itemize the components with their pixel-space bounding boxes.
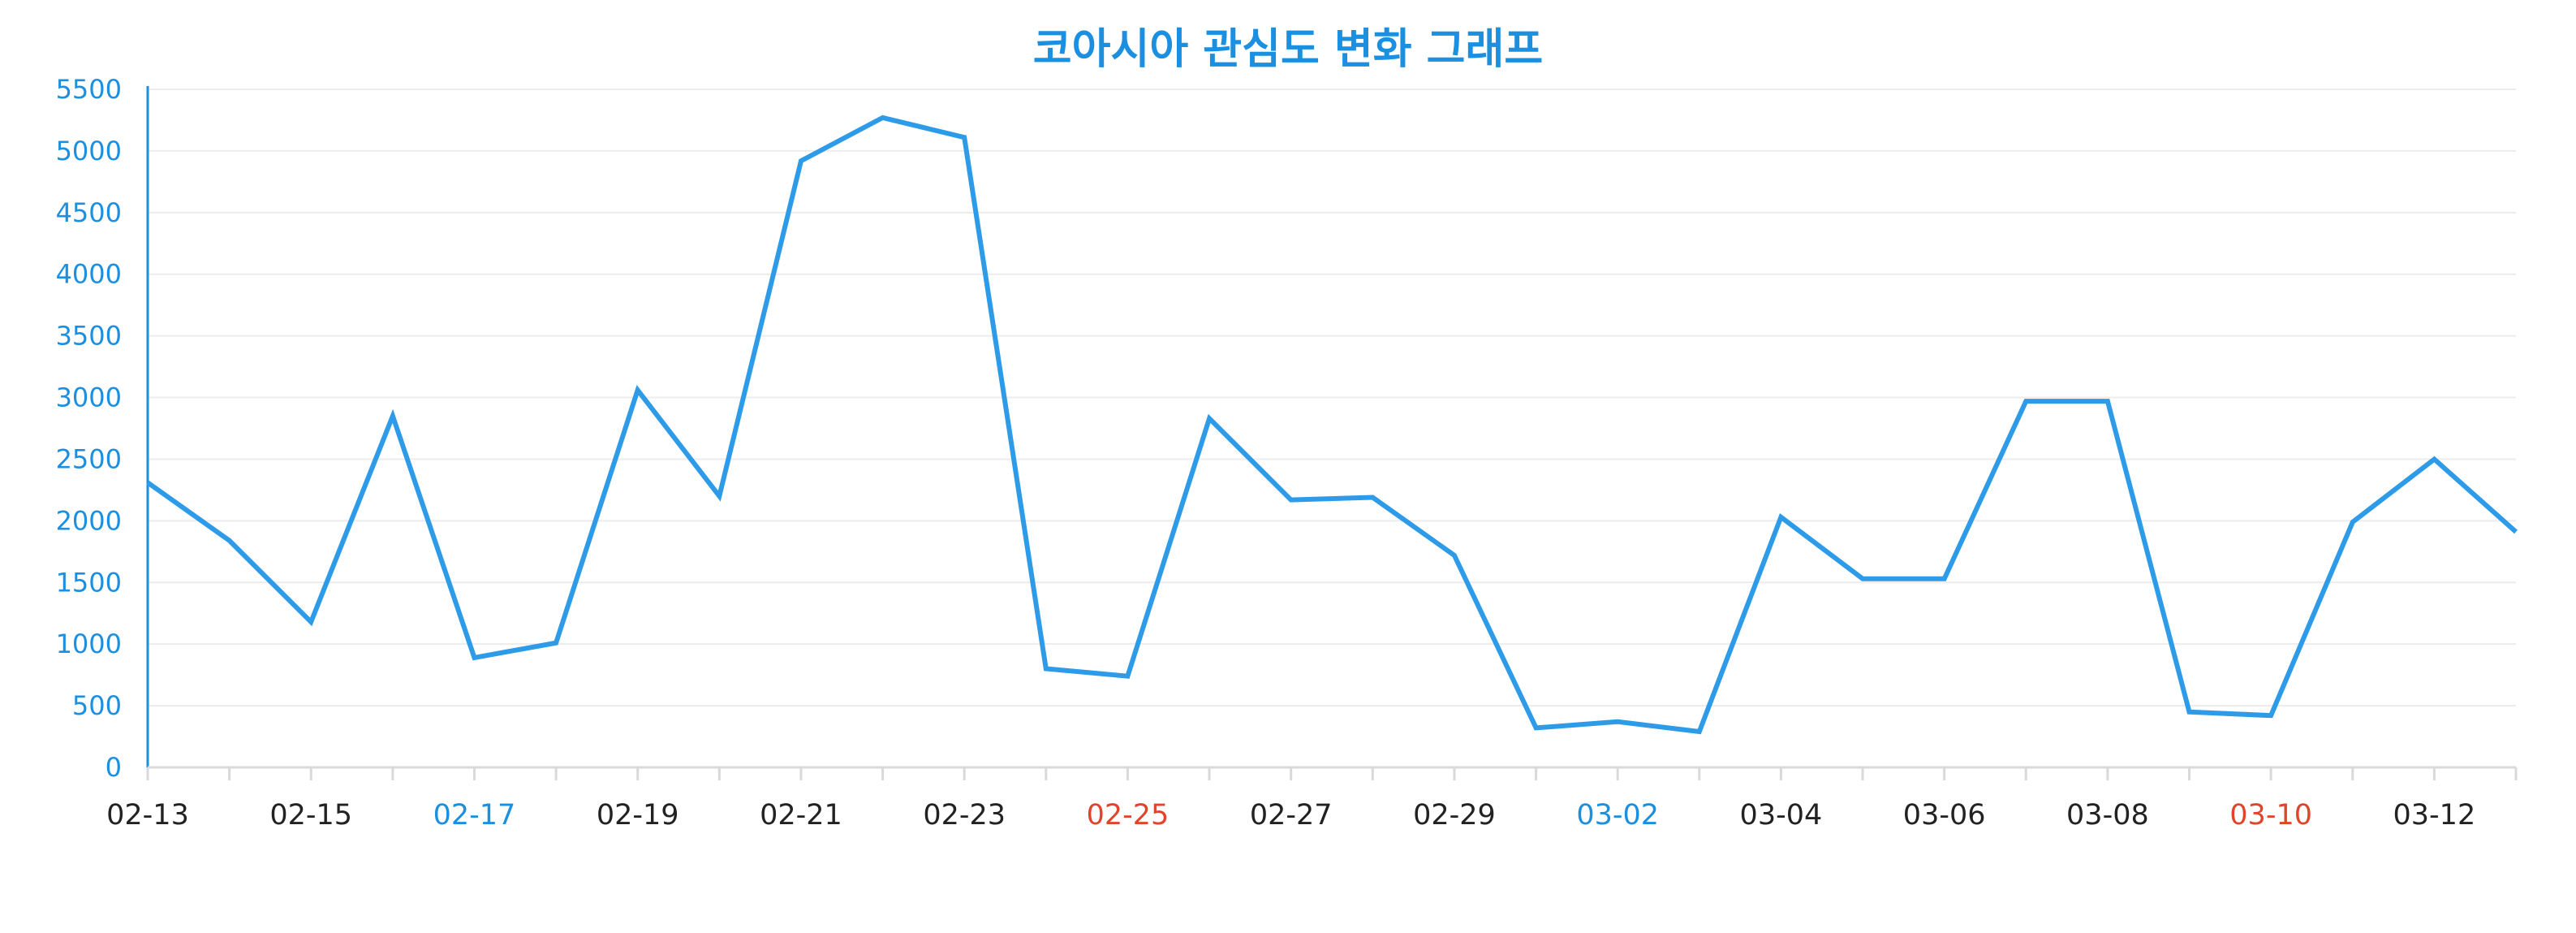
axis-layer [146, 86, 2518, 780]
y-tick-label: 3000 [56, 382, 122, 413]
y-tick-label: 2000 [56, 505, 122, 536]
x-tick-label: 02-13 [106, 799, 189, 831]
x-tick-label: 02-23 [923, 799, 1006, 831]
series-line [146, 114, 2518, 735]
grid-layer [148, 89, 2516, 707]
y-tick-label: 4500 [56, 197, 122, 228]
y-tick-label: 3500 [56, 321, 122, 352]
series-layer [146, 114, 2518, 735]
y-tick-label: 5000 [56, 136, 122, 166]
x-tick-label: 02-29 [1413, 799, 1496, 831]
x-tick-label: 03-08 [2066, 799, 2149, 831]
y-tick-label: 4000 [56, 259, 122, 290]
x-tick-label: 02-27 [1250, 799, 1333, 831]
x-tick-label: 03-04 [1740, 799, 1823, 831]
x-tick-label: 02-15 [269, 799, 352, 831]
x-tick-label: 02-21 [760, 799, 842, 831]
y-tick-label: 2500 [56, 443, 122, 474]
y-tick-label: 1500 [56, 567, 122, 598]
x-tick-label: 02-17 [433, 799, 516, 831]
x-tick-label: 02-25 [1087, 799, 1170, 831]
y-tick-label: 0 [106, 752, 122, 783]
x-tick-label: 02-19 [597, 799, 679, 831]
y-tick-label: 500 [72, 690, 122, 721]
x-tick-label: 03-10 [2229, 799, 2312, 831]
y-tick-label: 5500 [56, 74, 122, 105]
x-tick-label: 03-12 [2393, 799, 2476, 831]
tick-label-layer: 0 500 1000 1500 2000 2500 3000 3500 4000 4500 5000… [56, 74, 2476, 831]
x-tick-label: 03-06 [1903, 799, 1986, 831]
x-tick-label: 03-02 [1576, 799, 1659, 831]
chart-title: 코아시아 관심도 변화 그래프 [1033, 25, 1543, 74]
y-tick-label: 1000 [56, 628, 122, 659]
